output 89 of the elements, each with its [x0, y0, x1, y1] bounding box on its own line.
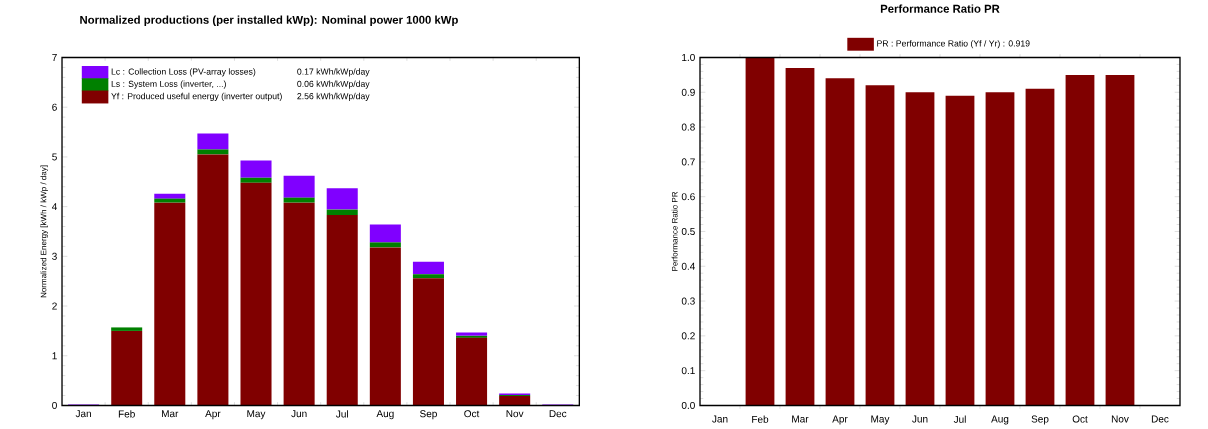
bar [111, 327, 143, 331]
bar [197, 133, 229, 150]
bar [154, 193, 186, 199]
bar [283, 202, 315, 406]
y-tick-label: 1 [52, 352, 57, 360]
x-tick-label: Jul [335, 410, 348, 418]
bar [905, 92, 935, 406]
bar [1105, 74, 1135, 406]
bar [240, 160, 272, 178]
bar [369, 242, 401, 248]
x-tick-label: May [871, 415, 890, 425]
y-tick-label: 0 [52, 401, 57, 410]
y-tick-label: 0.2 [681, 332, 695, 340]
y-tick-label: 4 [51, 203, 58, 211]
x-tick-label: Aug [376, 410, 394, 420]
annotation: 2.56 kWh/kWp/day [297, 92, 370, 101]
legend-label: PR : Performance Ratio (Yf / Yr) : 0.919 [877, 40, 1030, 49]
bar [745, 57, 775, 406]
bar [240, 177, 272, 183]
bar [154, 202, 186, 406]
y-tick-label: 0.1 [681, 367, 695, 375]
bar [785, 67, 815, 406]
bar [945, 95, 975, 406]
y-tick-label: 0.6 [681, 193, 695, 201]
y-tick-label: 7 [52, 54, 57, 61]
y-tick-label: 1.0 [682, 53, 695, 62]
x-tick-label: Jan [75, 410, 91, 418]
y-tick-label: 0.0 [681, 401, 695, 410]
bar [985, 92, 1015, 406]
bar [1065, 74, 1095, 406]
x-tick-label: Oct [464, 410, 480, 418]
x-tick-label: Oct [1072, 415, 1088, 423]
bar [412, 278, 444, 406]
y-tick-label: 0.7 [681, 158, 695, 166]
bar [197, 149, 229, 155]
bar [412, 261, 444, 275]
x-tick-label: Nov [506, 410, 524, 418]
legend-label: Yf : Produced useful energy (inverter output) [111, 92, 282, 101]
x-tick-label: Jun [912, 415, 928, 423]
bar [283, 175, 315, 198]
bar [240, 182, 272, 406]
x-tick-label: Aug [991, 415, 1009, 425]
y-tick-label: 0.4 [681, 262, 695, 270]
bar [326, 209, 358, 216]
bar [412, 274, 444, 279]
x-tick-label: Feb [118, 410, 135, 418]
x-tick-label: Mar [792, 415, 809, 423]
x-tick-label: Nov [1111, 415, 1129, 423]
bar [326, 188, 358, 210]
bar [283, 197, 315, 203]
x-tick-label: Dec [1151, 415, 1169, 423]
y-tick-label: 0.9 [681, 88, 695, 96]
bar [154, 198, 186, 203]
bar [825, 78, 855, 406]
bar [1025, 88, 1055, 406]
y-tick-label: 2 [52, 302, 57, 310]
y-axis-title: Performance Ratio PR [671, 191, 678, 271]
annotation: 0.06 kWh/kWp/day [297, 80, 370, 89]
x-tick-label: Apr [205, 410, 221, 420]
x-tick-label: Sep [420, 410, 437, 420]
bar [326, 215, 358, 406]
y-tick-label: 6 [52, 103, 57, 111]
x-tick-label: Jan [712, 415, 728, 423]
y-tick-label: 5 [52, 153, 57, 161]
x-tick-label: Mar [162, 410, 179, 418]
y-tick-label: 0.3 [681, 297, 695, 305]
bar [197, 154, 229, 406]
x-tick-label: Jul [953, 415, 966, 423]
x-tick-label: Sep [1031, 415, 1049, 425]
bar [369, 247, 401, 406]
chart-title: Performance Ratio PR [880, 4, 1000, 13]
bar [865, 85, 895, 406]
x-tick-label: Jun [291, 410, 307, 418]
legend-label: Ls : System Loss (inverter, ...) [111, 80, 226, 89]
y-axis-title: Normalized Energy [kWh / kWp / day] [40, 165, 48, 298]
annotation: 0.17 kWh/kWp/day [297, 68, 370, 77]
bar [456, 337, 488, 406]
bar [369, 224, 401, 243]
x-tick-label: Dec [549, 410, 567, 418]
y-tick-label: 0.8 [681, 123, 695, 131]
bar [111, 330, 143, 406]
y-tick-label: 3 [52, 252, 57, 260]
chart-title: Normalized productions (per installed kWp): Nominal power 1000 kWp [80, 15, 458, 27]
x-tick-label: Feb [752, 415, 769, 423]
y-tick-label: 0.5 [681, 227, 695, 236]
x-tick-label: Apr [832, 415, 848, 425]
bar [499, 396, 531, 406]
x-tick-label: May [247, 410, 266, 420]
legend-label: Lc : Collection Loss (PV-array losses) [111, 68, 256, 77]
